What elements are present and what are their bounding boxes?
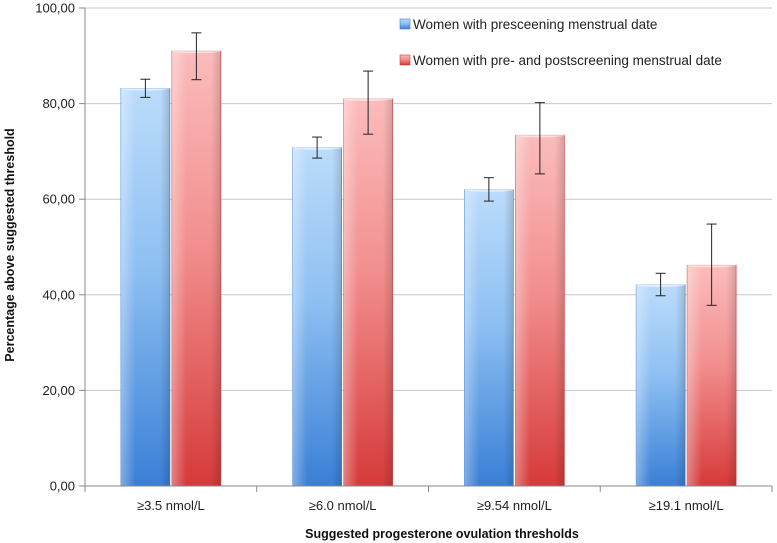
y-tick-label: 80,00 xyxy=(42,96,75,111)
legend: Women with presceening menstrual date Wo… xyxy=(399,17,722,68)
bar-presceening-shade xyxy=(292,147,342,487)
legend-swatch-pre-postscreening xyxy=(399,54,411,66)
bar-presceening-shade xyxy=(636,284,686,486)
y-tick-label: 100,00 xyxy=(35,1,75,16)
x-axis-title: Suggested progesterone ovulation thresho… xyxy=(305,527,579,541)
x-tick-label: ≥19.1 nmol/L xyxy=(649,498,724,513)
y-tick-label: 0,00 xyxy=(50,479,75,494)
bar-pre-postscreening-shade xyxy=(343,98,393,486)
x-tick-labels: ≥3.5 nmol/L ≥6.0 nmol/L ≥9.54 nmol/L ≥19.1 … xyxy=(137,498,724,513)
bar-pre-postscreening-shade xyxy=(515,135,565,486)
y-tick-label: 60,00 xyxy=(42,192,75,207)
bar-pre-postscreening-shade xyxy=(171,51,221,487)
x-tick-label: ≥9.54 nmol/L xyxy=(477,498,552,513)
error-bars-group xyxy=(140,32,717,306)
bar-presceening-shade xyxy=(464,189,514,486)
axes-group xyxy=(84,8,773,492)
y-tick-labels: 0,00 20,00 40,00 60,00 80,00 100,00 xyxy=(35,1,85,494)
y-tick-label: 20,00 xyxy=(42,383,75,398)
x-tick-label: ≥3.5 nmol/L xyxy=(137,498,205,513)
bars-group xyxy=(120,48,737,487)
y-axis-title: Percentage above suggested threshold xyxy=(3,128,17,361)
y-tick-label: 40,00 xyxy=(42,287,75,302)
legend-label-presceening: Women with presceening menstrual date xyxy=(413,17,657,32)
legend-label-pre-postscreening: Women with pre- and postscreening menstr… xyxy=(413,53,722,68)
bar-presceening-shade xyxy=(120,88,170,486)
x-tick-label: ≥6.0 nmol/L xyxy=(309,498,377,513)
legend-swatch-presceening xyxy=(399,18,411,30)
